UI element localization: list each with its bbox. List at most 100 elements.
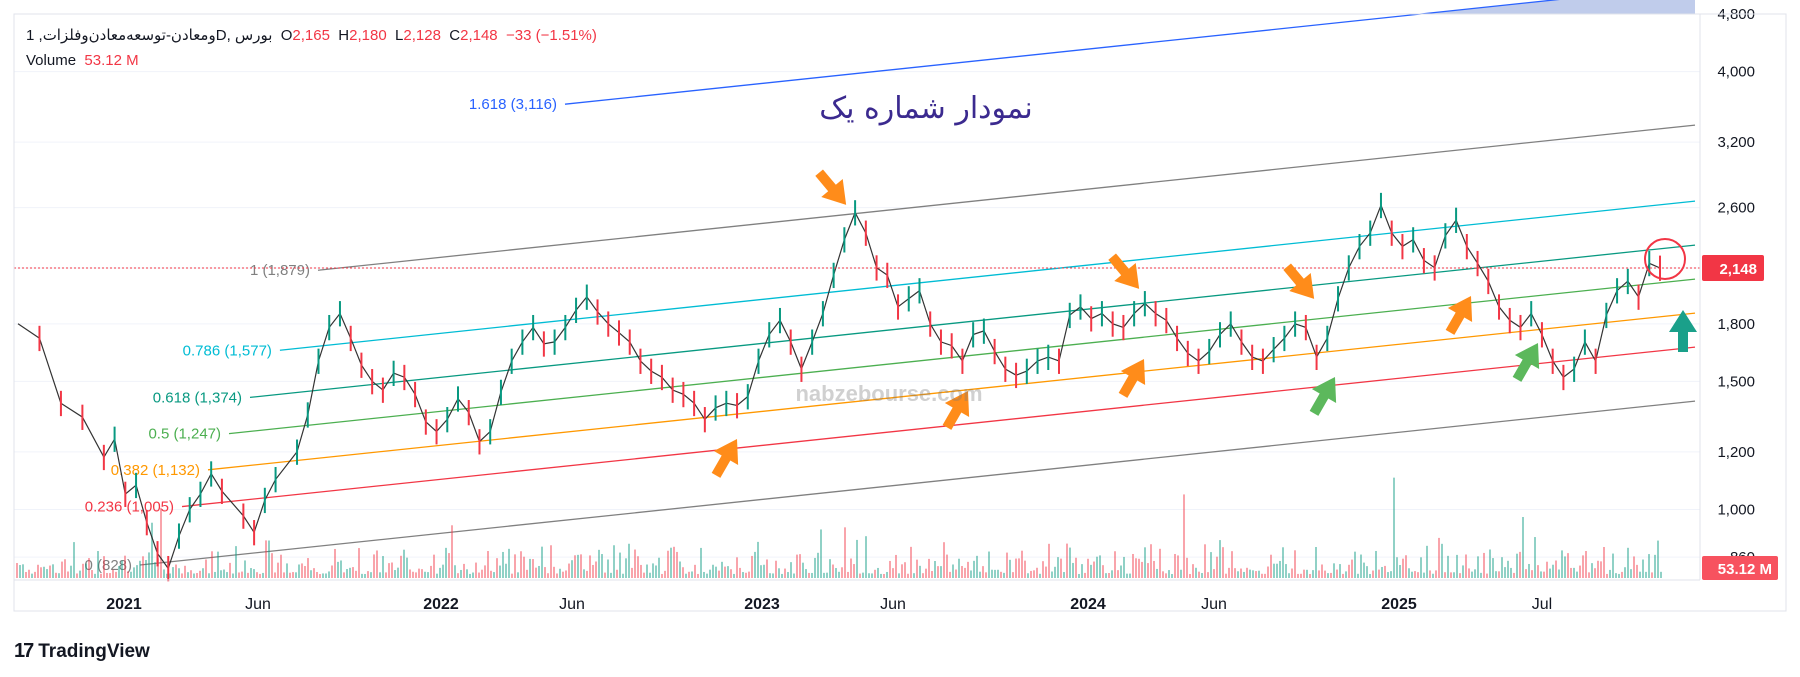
volume-bar <box>757 541 759 578</box>
annotation-layer: نمودار شماره یک nabzebourse.com <box>14 91 1700 478</box>
volume-bar <box>1525 569 1527 578</box>
volume-bar <box>472 572 474 578</box>
symbol-name[interactable]: 1 ,ومعادن-توسعه‌معادن‌وفلزات <box>26 27 216 44</box>
volume-bar <box>1585 551 1587 578</box>
volume-bar <box>1420 557 1422 578</box>
volume-bar <box>805 569 807 578</box>
volume-bar <box>1639 571 1641 578</box>
fib-label: 0.382 (1,132) <box>111 462 200 479</box>
volume-bar <box>646 564 648 578</box>
volume-bar <box>1252 570 1254 578</box>
volume-bar <box>595 561 597 578</box>
volume-bar <box>1042 561 1044 578</box>
volume-bar <box>388 563 390 578</box>
volume-bar <box>178 568 180 578</box>
volume-bar <box>736 557 738 578</box>
volume-bar <box>172 567 174 578</box>
volume-bar <box>1537 565 1539 578</box>
volume-bar <box>844 527 846 578</box>
volume-bar <box>739 567 741 578</box>
volume-bar <box>154 562 156 578</box>
volume-bar <box>1501 557 1503 578</box>
volume-bar <box>1207 572 1209 578</box>
volume-bar <box>979 571 981 578</box>
volume-bar <box>955 569 957 578</box>
low-label: L <box>395 27 404 44</box>
volume-bar <box>493 572 495 578</box>
volume-bar <box>457 573 459 578</box>
volume-bar <box>451 525 453 578</box>
volume-bar <box>793 573 795 578</box>
orange-arrow-down-icon-shape <box>1283 263 1315 299</box>
orange-arrow-up-icon <box>1445 295 1473 335</box>
volume-bar <box>511 573 513 578</box>
volume-bar <box>274 572 276 578</box>
volume-bar <box>1534 537 1536 578</box>
volume-bar <box>1399 565 1401 578</box>
volume-bar <box>841 567 843 578</box>
volume-bar <box>1465 554 1467 578</box>
volume-bar <box>625 558 627 578</box>
volume-bar <box>1120 565 1122 578</box>
volume-bar <box>1240 568 1242 578</box>
volume-bar <box>220 570 222 578</box>
axes-layer: 8601,0001,2001,5001,8002,6003,2004,0004,… <box>13 6 1787 613</box>
volume-bar <box>1303 569 1305 578</box>
volume-bar <box>1435 570 1437 578</box>
y-tick-label: 1,500 <box>1717 373 1755 390</box>
volume-bar <box>328 571 330 578</box>
volume-bar <box>913 573 915 578</box>
volume-bar <box>787 572 789 578</box>
volume-bar <box>1459 573 1461 578</box>
x-tick-label: Jun <box>1201 596 1227 613</box>
volume-bar <box>601 554 603 578</box>
plot-background <box>14 14 1700 580</box>
x-tick-label: 2023 <box>744 596 780 613</box>
volume-bar <box>628 543 630 578</box>
volume-bar <box>262 572 264 578</box>
volume-bar <box>91 570 93 578</box>
volume-bar <box>85 563 87 578</box>
volume-bar <box>1363 562 1365 578</box>
orange-arrow-up-icon-shape <box>942 390 970 430</box>
volume-bar <box>448 553 450 578</box>
volume-bar <box>499 565 501 578</box>
volume-bar <box>766 559 768 578</box>
volume-bar <box>1282 547 1284 578</box>
volume-bar <box>763 564 765 578</box>
fib-label: 1.618 (3,116) <box>469 96 557 113</box>
volume-bar <box>1540 571 1542 578</box>
volume-bar <box>1393 477 1395 578</box>
volume-bar <box>1237 571 1239 578</box>
high-label: H <box>338 27 350 44</box>
volume-bar <box>268 540 270 578</box>
volume-bar <box>760 565 762 578</box>
volume-bar <box>1225 573 1227 578</box>
volume-bar <box>1111 570 1113 578</box>
volume-bar <box>1102 565 1104 578</box>
volume-bar <box>346 569 348 578</box>
volume-bar <box>1414 571 1416 578</box>
volume-bar <box>379 572 381 578</box>
volume-bar <box>1135 558 1137 578</box>
volume-bar <box>1339 564 1341 578</box>
tradingview-branding[interactable]: 17 TradingView <box>14 640 150 663</box>
volume-bar <box>931 571 933 578</box>
volume-bar <box>538 565 540 578</box>
orange-arrow-up-icon <box>711 438 739 478</box>
volume-bar <box>1072 562 1074 578</box>
volume-bar <box>586 570 588 578</box>
volume-bar <box>1573 567 1575 578</box>
volume-bar <box>331 565 333 578</box>
volume-bar <box>745 572 747 578</box>
volume-bar <box>280 554 282 578</box>
chart-frame <box>13 13 1787 612</box>
fib-line-0.236 <box>181 346 1696 508</box>
volume-bar <box>1126 573 1128 578</box>
volume-bar <box>943 542 945 578</box>
orange-arrow-down-icon <box>1108 253 1140 289</box>
x-tick-label: 2021 <box>106 596 142 613</box>
volume-bar <box>973 560 975 578</box>
volume-bar <box>1654 554 1656 578</box>
